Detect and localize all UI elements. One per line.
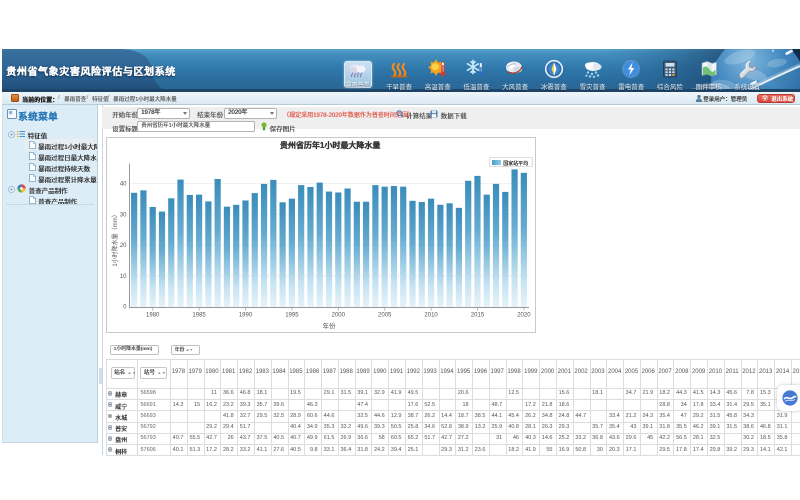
svg-text:2015: 2015: [471, 313, 485, 319]
svg-text:2010: 2010: [424, 313, 438, 319]
svg-text:2000: 2000: [332, 313, 346, 319]
svg-text:40: 40: [120, 182, 127, 188]
svg-text:10: 10: [120, 274, 127, 280]
svg-text:20: 20: [120, 243, 127, 249]
svg-text:1小时降水量（mm）: 1小时降水量（mm）: [111, 211, 119, 266]
svg-text:1985: 1985: [192, 313, 206, 319]
svg-text:1990: 1990: [239, 313, 253, 319]
svg-text:1980: 1980: [146, 313, 160, 319]
svg-text:1995: 1995: [285, 313, 299, 319]
svg-text:2005: 2005: [378, 313, 392, 319]
svg-text:年份: 年份: [323, 321, 337, 330]
svg-text:0: 0: [123, 305, 127, 311]
svg-text:30: 30: [120, 212, 127, 218]
svg-text:2020: 2020: [517, 313, 531, 319]
